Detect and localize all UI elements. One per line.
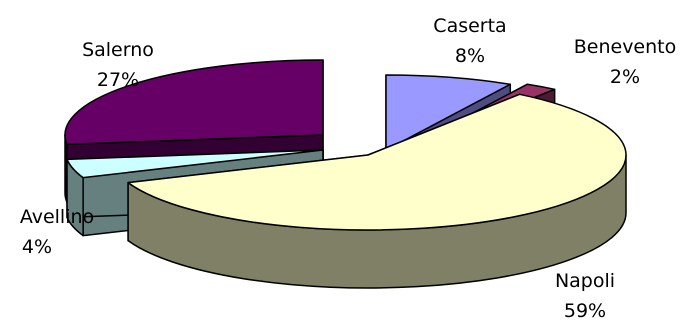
label-benevento-pct: 2% — [610, 66, 640, 88]
label-napoli-pct: 59% — [564, 300, 606, 321]
label-caserta-name: Caserta — [433, 15, 506, 37]
slice-caserta-top — [385, 74, 512, 151]
label-salerno-pct: 27% — [97, 69, 139, 91]
label-avellino-pct: 4% — [22, 236, 52, 258]
label-salerno-name: Salerno — [82, 39, 154, 61]
pie-labels: Caserta 8% Benevento 2% Napoli 59% Avell… — [20, 15, 676, 321]
label-caserta-pct: 8% — [455, 45, 485, 67]
label-benevento-name: Benevento — [574, 36, 677, 58]
slice-napoli-top — [127, 93, 627, 231]
pie-slices — [64, 59, 627, 289]
slice-salerno-top — [64, 59, 324, 146]
label-napoli-name: Napoli — [555, 270, 615, 292]
slice-avellino-top — [66, 149, 324, 179]
slice-napoli — [127, 93, 627, 289]
label-avellino-name: Avellino — [20, 206, 94, 228]
